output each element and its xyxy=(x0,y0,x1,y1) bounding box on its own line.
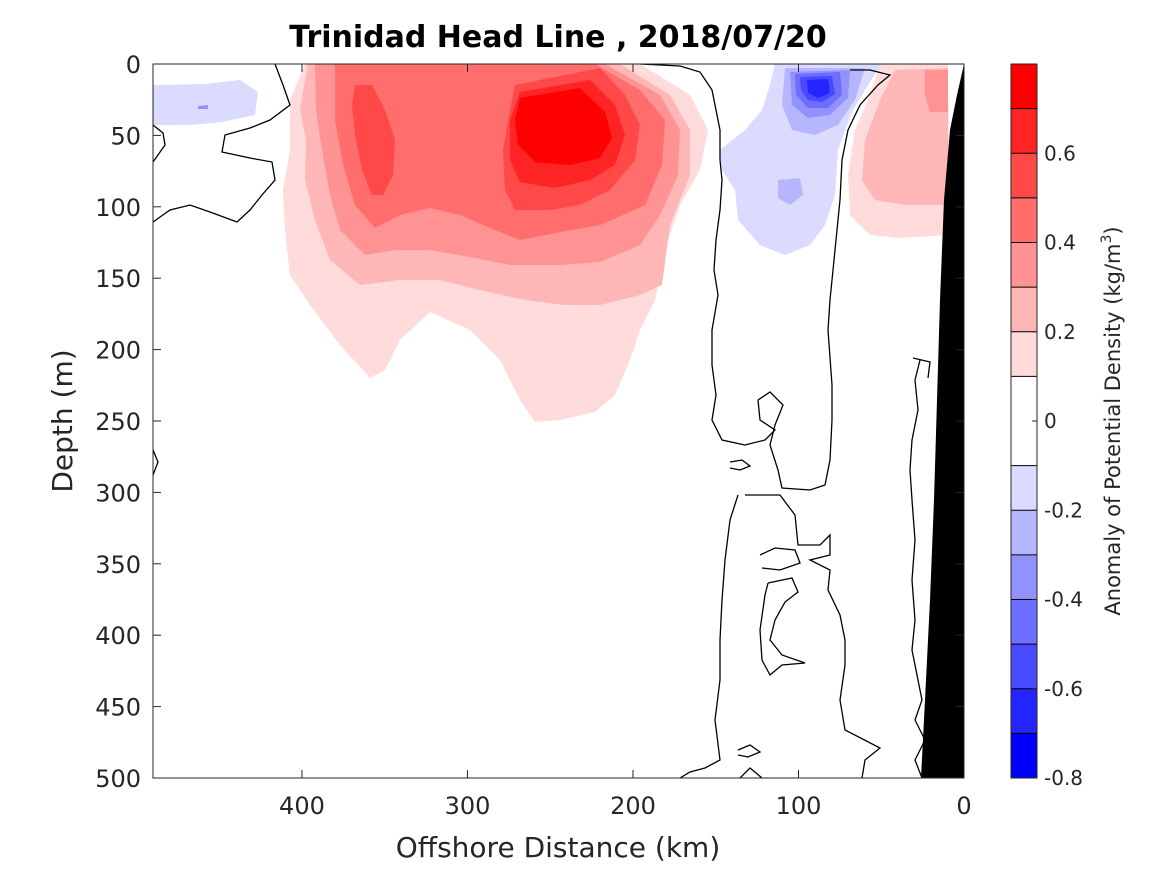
contour-fill-neg-west xyxy=(153,80,258,125)
zero-contours xyxy=(153,64,931,778)
colorbar-label-superscript: 3 xyxy=(1099,235,1115,244)
contour-fill-pos-nearshore-03 xyxy=(925,70,948,112)
zero-contour-mid xyxy=(679,494,739,778)
colorbar-block xyxy=(1011,331,1037,377)
x-ticks: 400 300 200 100 0 xyxy=(279,64,972,820)
y-tick-label: 150 xyxy=(95,265,141,293)
colorbar-block xyxy=(1011,153,1037,198)
colorbar-blocks xyxy=(1011,64,1037,778)
zero-contour-west-deep xyxy=(153,449,159,476)
colorbar-block xyxy=(1011,688,1037,734)
zero-contour-nearshore xyxy=(909,359,926,778)
colorbar-block xyxy=(1011,197,1037,243)
colorbar-block xyxy=(1011,510,1037,555)
zero-contour-nearshore-top xyxy=(912,357,931,379)
colorbar-block xyxy=(1011,644,1037,689)
zero-contour-loop4 xyxy=(737,744,762,758)
zero-contour-loop2 xyxy=(759,547,801,571)
land-bathymetry xyxy=(921,64,964,778)
x-tick-label: 100 xyxy=(776,792,822,820)
colorbar-ticks: -0.8 -0.6 -0.4 -0.2 0 0.2 0.4 0.6 xyxy=(1032,141,1083,790)
zero-contour-central-west xyxy=(639,64,892,491)
colorbar-tick-label: 0 xyxy=(1044,409,1057,433)
contour-fills xyxy=(153,64,964,778)
contour-fill-pos-07 xyxy=(515,88,612,165)
colorbar-block xyxy=(1011,599,1037,645)
contour-fill-pos-05-west xyxy=(352,85,395,195)
y-tick-label: 200 xyxy=(95,337,141,365)
colorbar-block xyxy=(1011,554,1037,600)
y-tick-label: 450 xyxy=(95,694,141,722)
contour-fill-neg-06 xyxy=(807,79,830,98)
y-tick-label: 300 xyxy=(95,479,141,507)
y-tick-label: 100 xyxy=(95,194,141,222)
colorbar-block xyxy=(1011,108,1037,154)
plot-area: 0 50 100 150 200 250 300 350 400 450 500 400 300 200… xyxy=(95,51,971,820)
contour-fill-pos-04-patch xyxy=(425,110,472,155)
colorbar-tick-label: -0.4 xyxy=(1044,588,1083,612)
x-tick-label: 0 xyxy=(956,792,971,820)
colorbar-label-suffix: ) xyxy=(1101,226,1125,234)
zero-contour-loop3 xyxy=(729,459,752,471)
y-tick-label: 400 xyxy=(95,622,141,650)
x-tick-label: 200 xyxy=(610,792,656,820)
colorbar: -0.8 -0.6 -0.4 -0.2 0 0.2 0.4 0.6 Anomaly of Po… xyxy=(1010,63,1125,790)
y-tick-label: 50 xyxy=(110,122,141,150)
colorbar-tick-label: -0.6 xyxy=(1044,677,1083,701)
x-tick-label: 400 xyxy=(279,792,325,820)
colorbar-block xyxy=(1011,242,1037,288)
colorbar-label-main: Anomaly of Potential Density (kg/m xyxy=(1101,244,1125,616)
colorbar-tick-label: 0.2 xyxy=(1044,320,1076,344)
x-axis-label: Offshore Distance (km) xyxy=(396,831,721,864)
colorbar-block xyxy=(1011,465,1037,511)
y-tick-label: 250 xyxy=(95,408,141,436)
y-tick-label: 500 xyxy=(95,765,141,793)
colorbar-block xyxy=(1011,287,1037,332)
y-tick-label: 0 xyxy=(126,51,141,79)
colorbar-block xyxy=(1011,733,1037,778)
contour-fill-pos-nearshore-02 xyxy=(862,68,948,205)
contour-fill-neg-west-dot xyxy=(198,105,208,109)
colorbar-tick-label: -0.8 xyxy=(1044,766,1083,790)
zero-contour-loop1 xyxy=(759,577,806,677)
x-tick-label: 300 xyxy=(445,792,491,820)
colorbar-tick-label: 0.6 xyxy=(1044,141,1076,165)
y-tick-label: 350 xyxy=(95,551,141,579)
zero-contour-west xyxy=(153,64,291,223)
contour-fill-neg-small xyxy=(778,178,803,205)
zero-contour-west-edge xyxy=(153,124,166,163)
y-ticks: 0 50 100 150 200 250 300 350 400 450 500 xyxy=(95,51,964,793)
chart-title: Trinidad Head Line , 2018/07/20 xyxy=(289,20,826,55)
colorbar-tick-label: 0.4 xyxy=(1044,231,1076,255)
zero-contour-bottom xyxy=(739,767,763,778)
colorbar-block xyxy=(1011,64,1037,109)
y-axis-label: Depth (m) xyxy=(46,349,79,492)
colorbar-label: Anomaly of Potential Density (kg/m3) xyxy=(1099,226,1125,615)
zero-contour-mid2 xyxy=(745,494,882,778)
colorbar-tick-label: -0.2 xyxy=(1044,498,1083,522)
